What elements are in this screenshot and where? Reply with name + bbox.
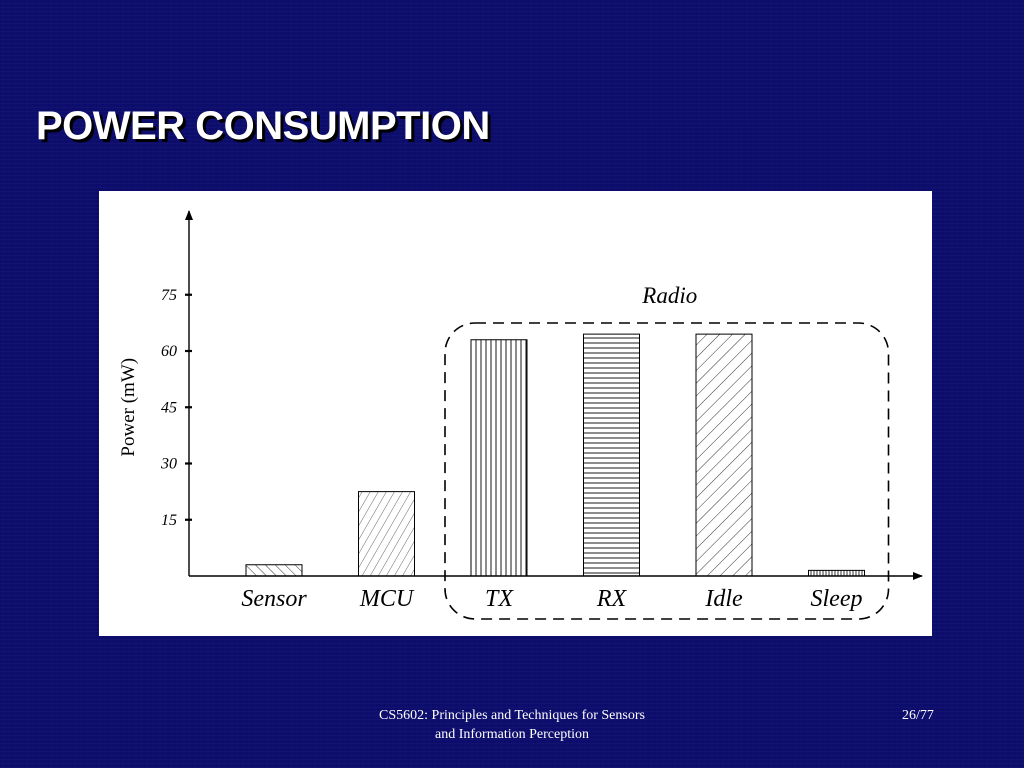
- y-tick-label: 45: [161, 399, 177, 416]
- bar-tx: [470, 339, 528, 577]
- x-tick-label: MCU: [359, 586, 415, 612]
- bar-rx: [583, 333, 640, 577]
- bar-sleep: [808, 569, 865, 577]
- bar-sensor: [245, 564, 303, 577]
- footer-course-line2: and Information Perception: [435, 727, 589, 742]
- chart-panel: 15 30 45 60 75 Sensor MCU TX RX Idle Sleep Power (…: [99, 191, 932, 636]
- y-tick-label: 60: [161, 343, 177, 360]
- x-tick-label: TX: [485, 586, 514, 612]
- axes-layer: [185, 210, 923, 580]
- page-number: 26/77: [902, 708, 934, 723]
- y-tick-label: 30: [160, 456, 177, 473]
- radio-group-box: [444, 322, 890, 620]
- labels-layer: 15 30 45 60 75 Sensor MCU TX RX Idle Sleep: [160, 287, 862, 612]
- bar-mcu: [358, 491, 415, 577]
- x-tick-label: Sleep: [811, 586, 863, 612]
- group-layer: [444, 322, 890, 620]
- radio-group-label: Radio: [641, 283, 697, 308]
- x-tick-label: RX: [596, 586, 628, 612]
- x-tick-label: Idle: [704, 586, 743, 612]
- y-axis-label: Power (mW): [118, 358, 139, 457]
- footer-course: CS5602: Principles and Techniques for Se…: [340, 706, 684, 744]
- slide-title: POWER CONSUMPTION: [36, 104, 490, 148]
- bars-layer: [245, 333, 865, 577]
- power-bar-chart: 15 30 45 60 75 Sensor MCU TX RX Idle Sleep Power (…: [118, 210, 923, 620]
- x-tick-label: Sensor: [241, 586, 307, 612]
- y-tick-label: 75: [161, 287, 177, 304]
- y-tick-label: 15: [161, 512, 177, 529]
- bar-idle: [695, 333, 753, 577]
- footer-course-line1: CS5602: Principles and Techniques for Se…: [379, 708, 645, 723]
